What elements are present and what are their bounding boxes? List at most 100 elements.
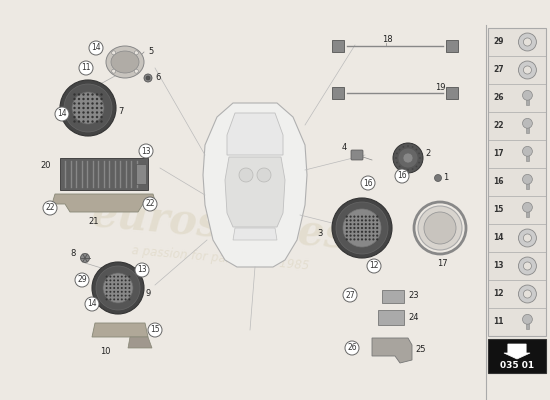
Circle shape — [372, 227, 375, 229]
Circle shape — [139, 144, 153, 158]
Circle shape — [372, 231, 375, 233]
Circle shape — [368, 234, 371, 237]
Circle shape — [376, 234, 378, 237]
Circle shape — [403, 153, 413, 163]
Circle shape — [73, 93, 76, 96]
Text: 18: 18 — [382, 36, 393, 44]
Circle shape — [346, 223, 348, 225]
Circle shape — [106, 283, 108, 285]
Circle shape — [349, 238, 351, 240]
Ellipse shape — [111, 51, 139, 73]
Circle shape — [519, 285, 536, 303]
Text: 15: 15 — [150, 326, 160, 334]
Circle shape — [113, 279, 115, 282]
Circle shape — [365, 231, 367, 233]
Circle shape — [96, 116, 98, 118]
Circle shape — [361, 223, 363, 225]
Text: 21: 21 — [88, 218, 98, 226]
Circle shape — [128, 283, 130, 285]
Circle shape — [349, 227, 351, 229]
FancyBboxPatch shape — [526, 123, 529, 133]
Circle shape — [112, 51, 116, 55]
Circle shape — [106, 294, 108, 297]
Polygon shape — [504, 344, 530, 359]
Circle shape — [365, 227, 367, 229]
Circle shape — [522, 202, 532, 212]
Circle shape — [109, 291, 112, 293]
Circle shape — [121, 279, 123, 282]
Circle shape — [125, 276, 127, 278]
Circle shape — [522, 146, 532, 156]
Circle shape — [376, 223, 378, 225]
FancyBboxPatch shape — [332, 40, 344, 52]
Circle shape — [117, 294, 119, 297]
FancyBboxPatch shape — [378, 310, 404, 325]
Text: 10: 10 — [100, 348, 111, 356]
Circle shape — [121, 276, 123, 278]
Text: 11: 11 — [493, 318, 503, 326]
Circle shape — [125, 279, 127, 282]
Circle shape — [353, 234, 355, 237]
Circle shape — [353, 223, 355, 225]
Circle shape — [524, 38, 531, 46]
Text: 26: 26 — [347, 344, 357, 352]
Text: 17: 17 — [437, 260, 448, 268]
Circle shape — [89, 41, 103, 55]
Circle shape — [365, 234, 367, 237]
Text: 14: 14 — [493, 234, 503, 242]
Circle shape — [393, 143, 423, 173]
Circle shape — [109, 298, 112, 300]
Circle shape — [78, 120, 80, 123]
Text: 27: 27 — [493, 66, 504, 74]
Circle shape — [376, 216, 378, 218]
Polygon shape — [128, 337, 152, 348]
Circle shape — [128, 294, 130, 297]
Circle shape — [412, 168, 414, 170]
Circle shape — [349, 234, 351, 237]
Circle shape — [376, 227, 378, 229]
Circle shape — [78, 102, 80, 105]
Circle shape — [91, 116, 94, 118]
Circle shape — [78, 107, 80, 109]
Circle shape — [368, 219, 371, 222]
Circle shape — [343, 288, 357, 302]
Circle shape — [103, 273, 133, 303]
Circle shape — [257, 168, 271, 182]
Circle shape — [361, 216, 363, 218]
Circle shape — [416, 166, 417, 167]
Circle shape — [332, 198, 392, 258]
Circle shape — [346, 227, 348, 229]
Text: 13: 13 — [141, 146, 151, 156]
Circle shape — [87, 98, 89, 100]
Circle shape — [109, 276, 112, 278]
Circle shape — [395, 169, 409, 183]
Circle shape — [121, 291, 123, 293]
Text: 13: 13 — [493, 262, 503, 270]
Text: 26: 26 — [493, 94, 503, 102]
Circle shape — [361, 219, 363, 222]
Circle shape — [524, 234, 531, 242]
Text: 20: 20 — [40, 162, 51, 170]
Circle shape — [519, 229, 536, 247]
Circle shape — [91, 120, 94, 123]
Polygon shape — [225, 157, 285, 227]
Circle shape — [368, 238, 371, 240]
Circle shape — [78, 116, 80, 118]
Circle shape — [346, 216, 348, 218]
Circle shape — [372, 216, 375, 218]
Circle shape — [73, 111, 76, 114]
Circle shape — [55, 107, 69, 121]
FancyBboxPatch shape — [526, 319, 529, 329]
Circle shape — [357, 227, 359, 229]
Circle shape — [365, 219, 367, 222]
Circle shape — [148, 323, 162, 337]
Circle shape — [78, 93, 80, 96]
Circle shape — [73, 116, 76, 118]
Circle shape — [60, 80, 116, 136]
Text: 1: 1 — [443, 174, 448, 182]
Circle shape — [345, 341, 359, 355]
Circle shape — [82, 120, 85, 123]
Circle shape — [117, 279, 119, 282]
Circle shape — [96, 98, 98, 100]
Circle shape — [113, 291, 115, 293]
